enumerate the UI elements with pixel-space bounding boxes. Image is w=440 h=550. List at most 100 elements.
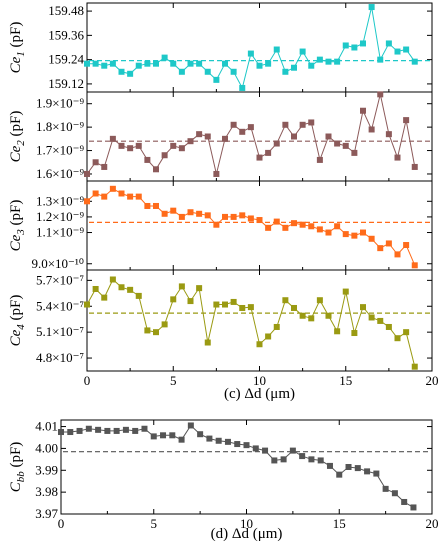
cbb-point (308, 456, 315, 463)
ce4-point (334, 328, 341, 335)
ce3-point (92, 190, 99, 197)
cbb-ytick-label: 3.97 (35, 506, 58, 521)
cbb-point (280, 456, 287, 463)
ce3-ytick-label: 9.0×10⁻¹⁰ (31, 256, 84, 271)
ce4-point (170, 296, 177, 303)
ce4-xtick-label: 5 (170, 373, 177, 388)
cbb-point (85, 425, 92, 432)
ce3-point (239, 212, 246, 219)
ce4-point (325, 312, 332, 319)
ce2-point (127, 145, 134, 152)
ce1-point (196, 60, 203, 67)
ce2-point (291, 133, 297, 140)
ce4-point (109, 276, 116, 283)
ce4-point (84, 301, 90, 308)
ce4-point (403, 329, 410, 336)
ce1-point (273, 46, 280, 53)
ce2-point (273, 140, 280, 147)
ce4-point (135, 292, 142, 299)
ce3-point (170, 207, 177, 214)
ce4-xtick-label: 10 (253, 373, 266, 388)
ce1-point (265, 60, 272, 67)
cbb-ylabel: Cbb (pF) (8, 442, 27, 493)
cbb-point (76, 427, 83, 434)
ce3-point (222, 213, 228, 220)
ce4-point (377, 317, 384, 324)
cbb-point (289, 447, 296, 454)
ce3-point (109, 185, 116, 192)
ce1-point (170, 60, 177, 67)
ce3-point (204, 212, 211, 219)
ce3-point (230, 213, 237, 220)
ce3-point (101, 193, 108, 200)
ce1-point (178, 68, 185, 75)
ce1-point (222, 60, 228, 67)
ce1-point (127, 70, 134, 77)
ce3-point (273, 218, 280, 225)
ce1-point (239, 84, 246, 91)
ce3-point (334, 223, 341, 230)
ce4-point (144, 327, 151, 334)
ce4-point (153, 329, 159, 336)
ce1-ytick-label: 159.12 (48, 76, 84, 91)
ce4-point (127, 286, 134, 293)
cbb-point (299, 453, 306, 460)
cbb-point (243, 442, 250, 449)
ce2-point (299, 121, 306, 128)
ce2-point (196, 131, 203, 138)
ce2-series-line (86, 94, 416, 175)
ce3-ytick-label: 1.1×10⁻⁹ (36, 225, 84, 240)
cbb-point (224, 438, 231, 445)
cbb-point (197, 431, 204, 438)
ce2-point (265, 149, 272, 156)
cbb-ytick-label: 3.98 (35, 484, 58, 499)
ce4-point (92, 285, 99, 292)
ce2-point (403, 117, 410, 124)
ce1-point (308, 62, 315, 69)
ce2-point (144, 156, 151, 163)
ce1-ytick-label: 159.36 (48, 27, 84, 42)
cbb-point (364, 468, 371, 475)
ce4-point (230, 298, 237, 305)
ce1-point (92, 60, 99, 67)
ce3-point (187, 209, 194, 216)
ce4-point (213, 301, 220, 308)
cbb-point (113, 427, 120, 434)
cbb-xlabel: (d) Δd (μm) (211, 526, 283, 542)
cbb-point (326, 462, 333, 469)
cbb-xtick-label: 10 (240, 516, 253, 531)
cbb-point (187, 422, 194, 429)
ce4-point (385, 323, 392, 330)
cbb-point (206, 435, 213, 442)
cbb-ytick-label: 4.00 (35, 440, 58, 455)
ce2-ylabel: Ce2 (pF) (8, 111, 27, 163)
ce3-point (84, 198, 90, 205)
ce1-point (342, 42, 349, 49)
ce4-point (411, 363, 418, 370)
ce2-point (230, 121, 237, 128)
ce2-ytick-label: 1.8×10⁻⁹ (36, 119, 84, 134)
ce3-point (282, 224, 289, 231)
ce1-point (101, 62, 108, 69)
ce2-point (351, 149, 358, 156)
ce3-point (385, 240, 392, 247)
ce3-point (411, 262, 418, 269)
ce3-point (256, 217, 263, 224)
ce4-ytick-label: 4.8×10⁻⁷ (36, 350, 84, 365)
ce4-point (265, 333, 272, 340)
ce1-ylabel: Ce1 (pF) (8, 22, 27, 74)
cbb-point (410, 504, 417, 511)
ce3-series-line (86, 188, 416, 266)
ce1-point (256, 62, 263, 69)
ce4-series-line (86, 278, 416, 367)
ce3-point (196, 210, 203, 217)
ce4-point (368, 314, 375, 321)
cbb-xtick-label: 5 (151, 516, 158, 531)
ce2-point (239, 128, 246, 135)
ce4-xtick-label: 15 (339, 373, 352, 388)
ce3-point (299, 221, 306, 228)
ce4-point (351, 330, 358, 337)
ce1-point (394, 48, 401, 55)
ce1-point (385, 40, 392, 47)
ce1-point (291, 64, 297, 71)
